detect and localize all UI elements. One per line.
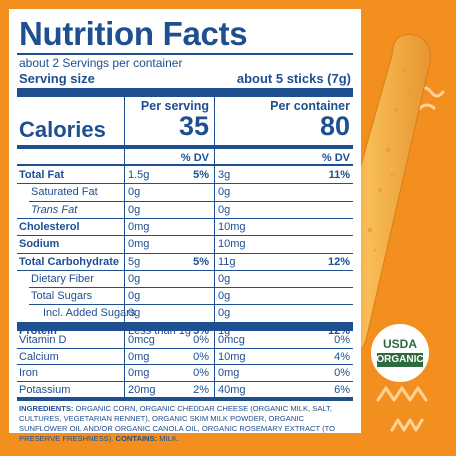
vitamin-name: Vitamin D (19, 334, 67, 346)
nutrient-name: Total Carbohydrate (19, 255, 120, 268)
column-divider-right (214, 97, 215, 322)
ingredients-label: INGREDIENTS: (19, 404, 74, 413)
thick-rule-bottom (17, 397, 353, 401)
calories-per-container: 80 (319, 111, 350, 141)
vitamin-container-dv: 0% (334, 367, 350, 379)
vitamin-name: Iron (19, 367, 38, 379)
vitamin-serving-dv: 0% (193, 350, 209, 363)
row-rule (17, 269, 353, 271)
vitamin-serving-amount: 20mg (128, 383, 156, 396)
vitamin-serving-dv: 0% (193, 334, 209, 346)
row-rule (29, 200, 353, 202)
nutrient-name: Sodium (19, 238, 60, 251)
servings-per-container: about 2 Servings per container (19, 56, 183, 70)
vitamin-column-divider (124, 364, 125, 381)
row-rule (17, 183, 353, 185)
vitamin-container-amount: 40mg (218, 383, 246, 396)
container-dv: 12% (327, 255, 350, 268)
contains-text: MILK. (159, 434, 180, 443)
vitamin-serving-amount: 0mcg (128, 334, 155, 346)
per-container-header: Per container (270, 99, 350, 113)
nutrition-facts-label: Nutrition Facts about 2 Servings per con… (9, 9, 361, 443)
title-rule (17, 53, 353, 55)
column-divider-left (124, 97, 125, 322)
serving-amount: 0mg (128, 238, 150, 251)
container-amount: 11g (218, 255, 236, 268)
vitamin-column-divider (124, 347, 125, 364)
serving-amount: 0mg (128, 220, 150, 233)
serving-dv: 5% (193, 255, 209, 268)
vitamin-serving-amount: 0mg (128, 367, 150, 379)
thick-rule-vitamins (17, 322, 353, 331)
calories-label: Calories (19, 117, 106, 142)
usda-seal-band (377, 353, 423, 367)
container-amount: 10mg (218, 238, 246, 251)
label-title: Nutrition Facts (19, 15, 248, 52)
vitamin-column-divider (214, 364, 215, 381)
dv-header-container: % DV (321, 152, 350, 164)
serving-amount: 0g (128, 186, 141, 199)
container-amount: 10mg (218, 220, 246, 233)
serving-amount: 0g (128, 272, 141, 285)
serving-amount: 1.5g (128, 169, 150, 181)
per-serving-header: Per serving (140, 99, 209, 113)
container-dv: 11% (328, 169, 350, 181)
serving-amount: 5g (128, 255, 141, 268)
nutrient-name: Total Sugars (31, 290, 93, 303)
vitamin-serving-dv: 0% (193, 367, 209, 379)
vitamin-name: Potassium (19, 383, 71, 396)
serving-size-label: Serving size (19, 71, 95, 86)
serving-amount: 0g (128, 203, 141, 216)
vitamin-serving-amount: 0mg (128, 350, 150, 363)
container-amount: 0g (218, 307, 231, 320)
row-rule (17, 235, 353, 237)
serving-amount: 0g (128, 307, 141, 320)
serving-size-value: about 5 sticks (7g) (236, 71, 351, 86)
thick-rule-top (17, 88, 353, 97)
container-amount: 0g (218, 290, 231, 303)
vitamin-container-amount: 0mg (218, 367, 240, 379)
row-rule (17, 364, 353, 365)
calories-per-serving: 35 (178, 111, 209, 141)
vitamin-column-divider (124, 331, 125, 348)
row-rule (17, 217, 353, 219)
vitamin-serving-dv: 2% (193, 383, 209, 396)
serving-amount: 0g (128, 290, 141, 303)
row-rule (17, 252, 353, 254)
calories-rule (17, 145, 353, 149)
nutrient-name: Total Fat (19, 169, 65, 181)
nutrient-name: Saturated Fat (31, 186, 98, 199)
row-rule (29, 287, 353, 289)
container-amount: 0g (218, 272, 231, 285)
usda-seal-bottom-text: ORGANIC (376, 354, 424, 365)
vitamin-column-divider (214, 331, 215, 348)
vitamin-name: Calcium (19, 350, 59, 363)
contains-label: CONTAINS: (115, 434, 158, 443)
usda-organic-seal: USDA ORGANIC (371, 324, 429, 382)
vitamin-container-amount: 0mcg (218, 334, 245, 346)
nutrient-name: Trans Fat (31, 203, 78, 216)
container-amount: 3g (218, 169, 231, 181)
nutrient-name: Dietary Fiber (31, 272, 94, 285)
row-rule (29, 304, 353, 306)
container-amount: 0g (218, 186, 231, 199)
nutrient-name: Cholesterol (19, 220, 80, 233)
row-rule (17, 380, 353, 382)
ingredients-text: ORGANIC CORN, ORGANIC CHEDDAR CHEESE (OR… (19, 404, 336, 443)
row-rule (17, 347, 353, 349)
vitamin-container-dv: 4% (334, 350, 350, 363)
ingredients-statement: INGREDIENTS: ORGANIC CORN, ORGANIC CHEDD… (19, 404, 349, 444)
dv-header-serving: % DV (180, 152, 209, 164)
vitamin-container-amount: 10mg (218, 350, 246, 363)
nutrient-name: Incl. Added Sugars (43, 307, 136, 320)
vitamin-column-divider (214, 347, 215, 364)
usda-seal-top-text: USDA (382, 337, 417, 351)
vitamin-column-divider (124, 380, 125, 397)
vitamin-container-dv: 0% (334, 334, 350, 346)
dv-rule (17, 164, 353, 166)
vitamin-container-dv: 6% (334, 383, 350, 396)
vitamin-column-divider (214, 380, 215, 397)
container-amount: 0g (218, 203, 231, 216)
serving-dv: 5% (193, 169, 209, 181)
